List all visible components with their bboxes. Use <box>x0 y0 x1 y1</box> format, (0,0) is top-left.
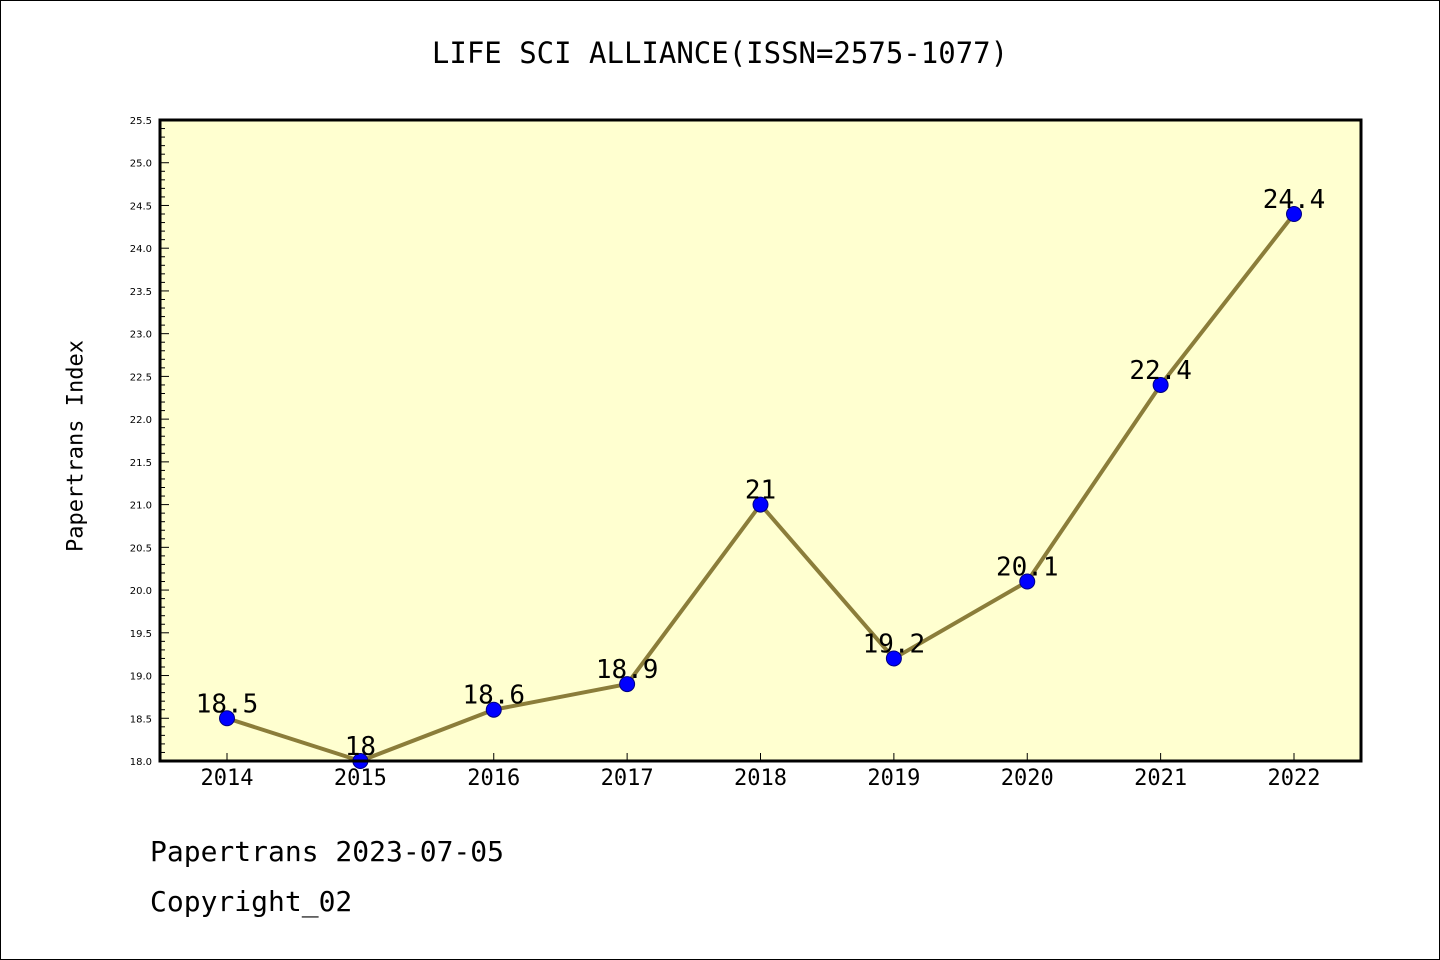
data-point-marker <box>1286 206 1302 223</box>
y-tick-label: 21.0 <box>130 501 152 512</box>
x-tick-label: 2014 <box>201 766 254 791</box>
y-tick-label: 19.5 <box>130 629 152 640</box>
data-point-marker <box>485 701 502 718</box>
x-tick-label: 2022 <box>1268 766 1321 791</box>
footer-copyright: Copyright_02 <box>150 885 353 918</box>
x-tick-label: 2020 <box>1001 766 1054 791</box>
data-label: 22.4 <box>1129 356 1192 386</box>
y-tick-label: 21.5 <box>130 458 152 469</box>
x-tick-label: 2019 <box>867 766 920 791</box>
x-tick-label: 2018 <box>734 766 787 791</box>
y-tick-label: 25.0 <box>130 159 152 170</box>
y-tick-label: 18.0 <box>130 757 152 768</box>
y-tick-label: 22.5 <box>130 372 152 383</box>
y-tick-label: 19.0 <box>130 672 152 683</box>
data-point-marker <box>619 676 636 693</box>
x-axis-ticks: 2014 2015 2016 2017 2018 2019 2020 2021 2022 <box>201 753 1321 791</box>
y-tick-label: 22.0 <box>130 415 152 426</box>
y-tick-label: 23.0 <box>130 330 152 341</box>
data-label: 21 <box>745 476 776 506</box>
data-label: 18.9 <box>596 655 659 685</box>
y-tick-label: 20.5 <box>130 543 152 554</box>
data-label: 18.5 <box>196 689 259 719</box>
data-label: 19.2 <box>863 629 926 659</box>
y-tick-label: 18.5 <box>130 714 152 725</box>
footer-source-date: Papertrans 2023-07-05 <box>150 835 505 868</box>
data-point-marker <box>1019 573 1036 590</box>
y-tick-label: 25.5 <box>130 116 152 127</box>
data-label: 24.4 <box>1263 185 1326 215</box>
plot-border <box>158 118 1363 763</box>
data-point-marker <box>885 650 902 667</box>
x-tick-label: 2021 <box>1134 766 1187 791</box>
data-label: 18.6 <box>462 681 525 711</box>
data-markers <box>219 206 1302 769</box>
y-tick-label: 20.0 <box>130 586 152 597</box>
x-tick-label: 2015 <box>334 766 387 791</box>
chart-title: LIFE SCI ALLIANCE(ISSN=2575-1077) <box>431 36 1009 70</box>
data-point-marker <box>752 496 769 513</box>
y-tick-label: 24.5 <box>130 201 152 212</box>
data-labels: 18.5 18 18.6 18.9 21 19.2 20.1 22.4 24.4 <box>196 185 1326 762</box>
data-point-marker <box>219 710 235 727</box>
y-tick-label: 24.0 <box>130 244 152 255</box>
plot-area <box>160 120 1361 761</box>
y-tick-label: 23.5 <box>130 287 152 298</box>
data-point-marker <box>1152 376 1169 393</box>
x-tick-label: 2017 <box>601 766 654 791</box>
x-tick-label: 2016 <box>467 766 520 791</box>
data-label: 18 <box>345 732 376 762</box>
data-label: 20.1 <box>996 553 1059 583</box>
